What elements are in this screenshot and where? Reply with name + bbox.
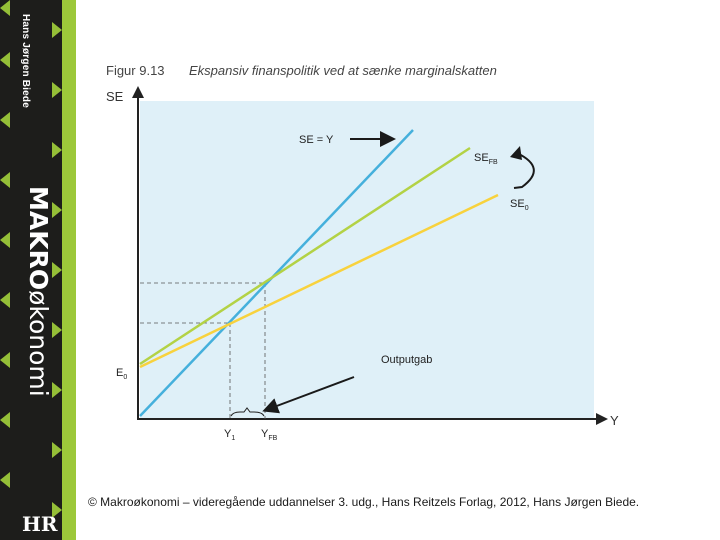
- copyright-notice: © Makroøkonomi – videregående uddannelse…: [88, 495, 640, 509]
- line-se-fb: [139, 146, 471, 366]
- line-se-0: [139, 193, 499, 369]
- y-axis-arrowhead: [132, 86, 144, 98]
- intercept-label-e0: E0: [116, 367, 127, 381]
- outputgap-label: Outputgab: [381, 354, 432, 366]
- spine-title-light: økonomi: [24, 290, 53, 397]
- book-spine: Hans Jørgen Biede MAKROøkonomi HR: [0, 0, 62, 540]
- line-se-equals-y: [139, 129, 414, 417]
- rotation-arrow: [513, 152, 535, 189]
- tick-label-yfb: YFB: [261, 428, 278, 442]
- label-se-fb: SEFB: [474, 152, 498, 166]
- figure-title: Ekspansiv finanspolitik ved at sænke mar…: [189, 63, 497, 78]
- label-se-0: SE0: [510, 198, 529, 212]
- figure-number: Figur 9.13: [106, 63, 165, 78]
- spine-accent-strip: [62, 0, 76, 540]
- spine-author: Hans Jørgen Biede: [20, 14, 31, 108]
- tick-label-y1: Y1: [224, 428, 235, 442]
- x-axis-arrowhead: [596, 413, 608, 425]
- outputgap-brace: [230, 407, 265, 417]
- label-se-equals-y: SE = Y: [299, 134, 334, 146]
- spine-pattern: [0, 0, 62, 518]
- publisher-logo: HR: [22, 512, 58, 536]
- rotation-arrowhead: [510, 146, 522, 160]
- outputgap-arrow: [262, 376, 355, 414]
- spine-title: MAKROøkonomi: [24, 186, 53, 397]
- spine-title-bold: MAKRO: [24, 186, 53, 291]
- plot-background: [140, 101, 594, 419]
- x-axis-label: Y: [610, 413, 619, 428]
- y-axis-label: SE: [106, 89, 124, 104]
